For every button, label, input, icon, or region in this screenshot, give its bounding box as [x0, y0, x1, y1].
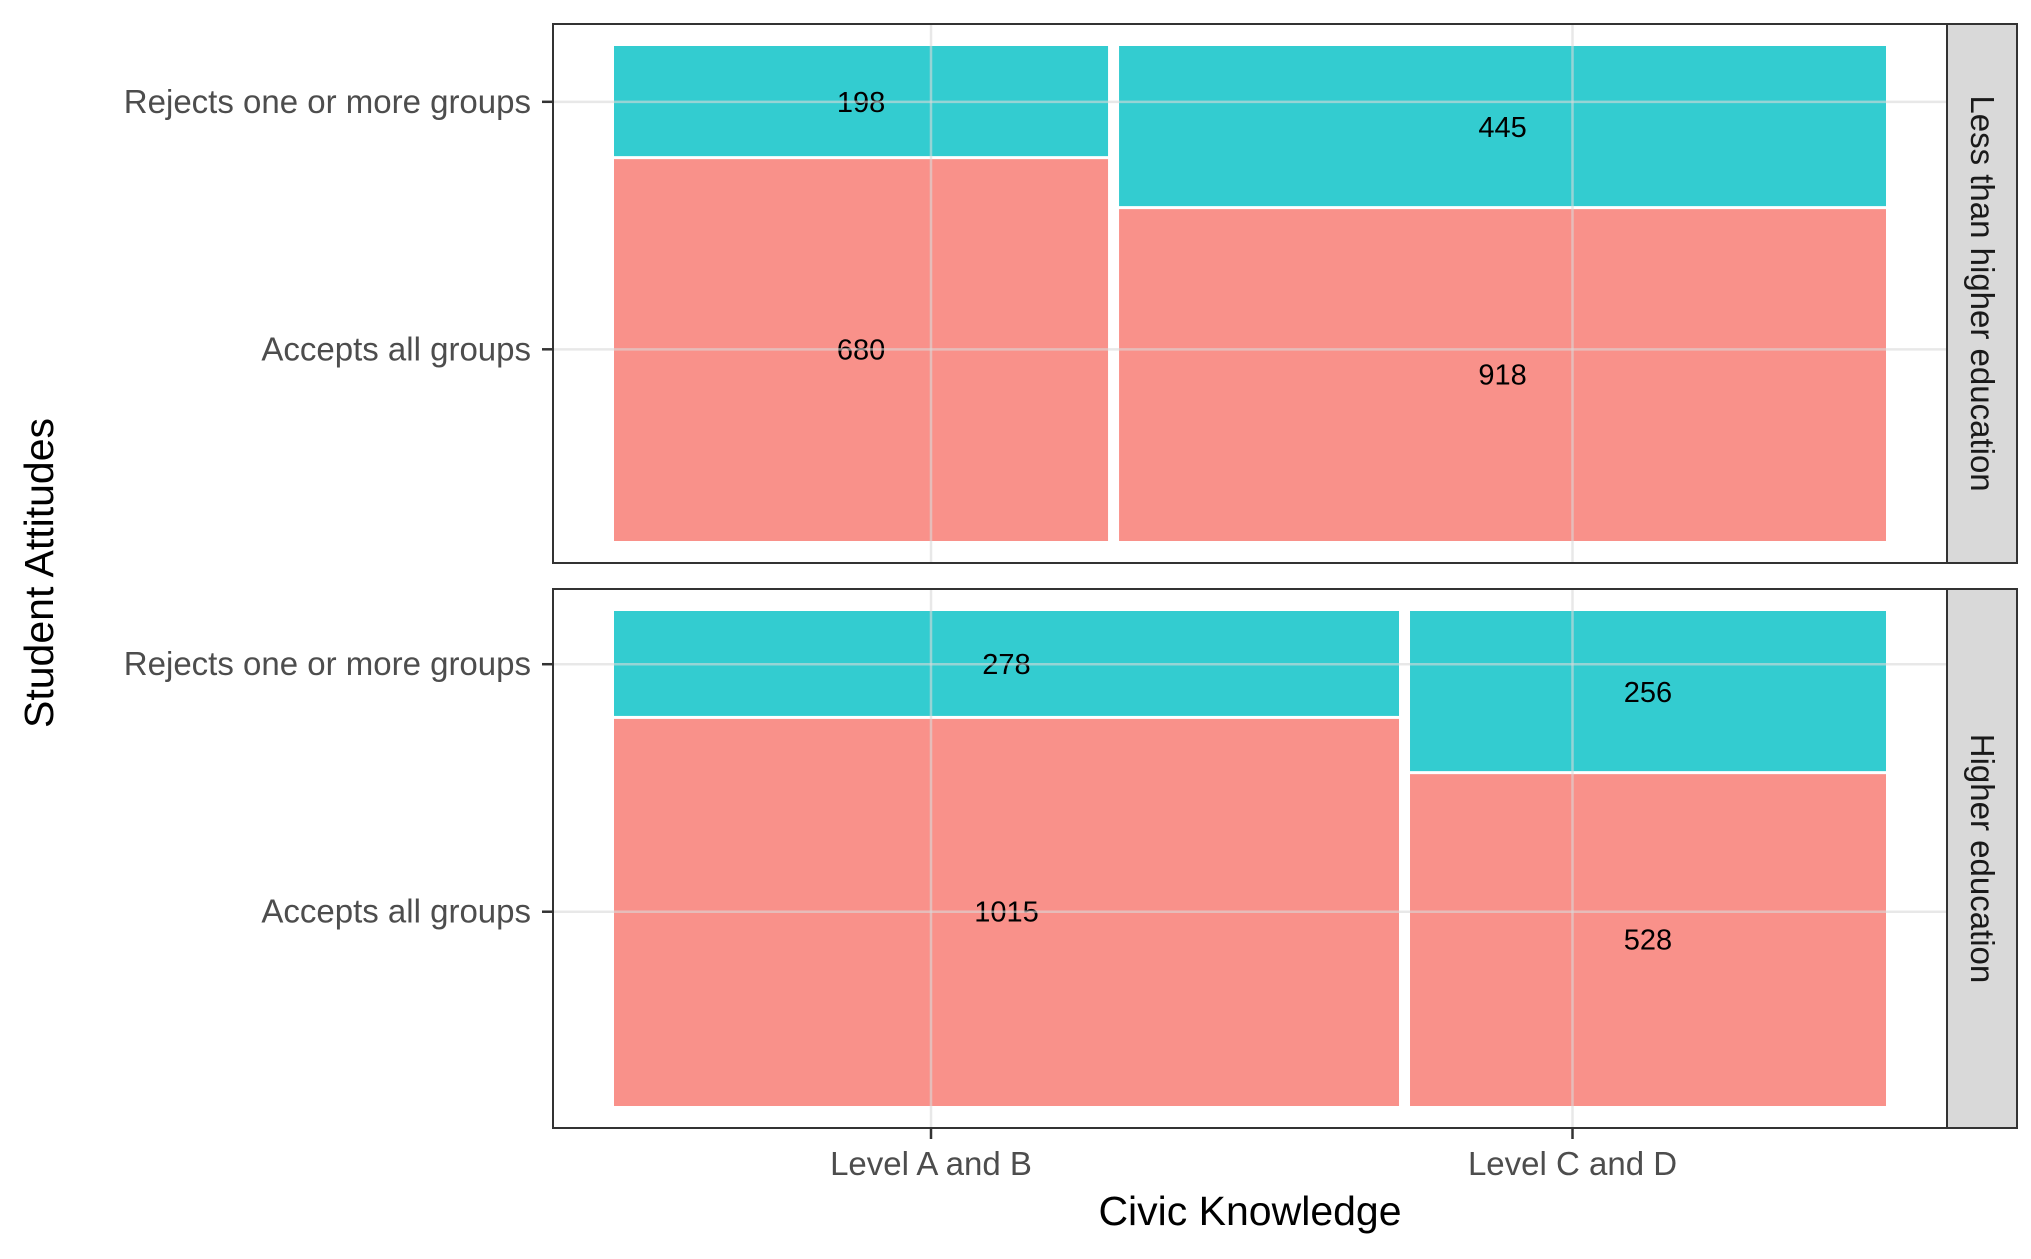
facet-strip-label: Less than higher education [1964, 95, 2001, 491]
cell-label-accepts: 918 [1478, 359, 1526, 391]
cell-label-rejects: 445 [1478, 112, 1526, 144]
y-axis-title: Student Attitudes [16, 418, 62, 728]
y-tick-label: Accepts all groups [261, 893, 531, 930]
x-tick-label: Level A and B [830, 1145, 1032, 1182]
panel-grid [553, 589, 1947, 1128]
y-tick-label: Rejects one or more groups [124, 83, 531, 120]
facet-strip [1946, 588, 2018, 1129]
tile-rejects [1410, 611, 1886, 772]
tile-accepts [1119, 209, 1886, 541]
facet-strip-label: Higher education [1964, 734, 2001, 984]
facet-strip [1946, 23, 2018, 564]
y-tick-label: Rejects one or more groups [124, 645, 531, 682]
cell-label-accepts: 528 [1624, 924, 1672, 956]
cell-label-rejects: 256 [1624, 677, 1672, 709]
tile-accepts [1410, 774, 1886, 1106]
tile-rejects [1119, 46, 1886, 207]
x-tick-label: Level C and D [1468, 1145, 1677, 1182]
axes-layer: Rejects one or more groups Accepts all gr… [124, 83, 1677, 1182]
x-axis-title: Civic Knowledge [1098, 1188, 1401, 1234]
y-tick-label: Accepts all groups [261, 330, 531, 367]
panel-grid [553, 24, 1947, 563]
